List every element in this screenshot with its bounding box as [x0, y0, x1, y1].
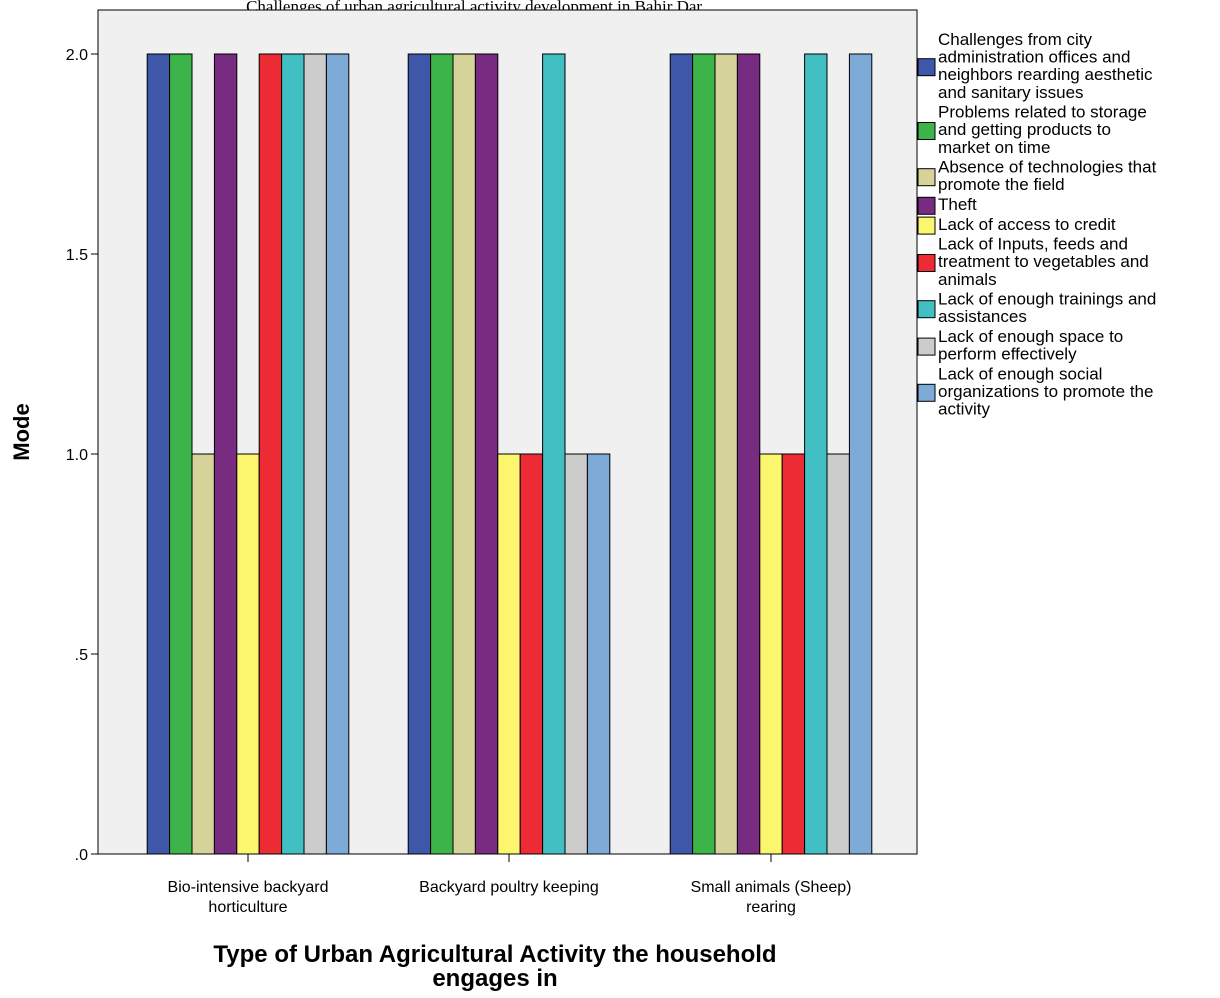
legend-swatch [917, 58, 936, 77]
bar [714, 53, 738, 855]
bar [586, 453, 611, 855]
x-tick-label: Small animals (Sheep) rearing [691, 879, 852, 916]
legend: Challenges from city administration offic… [917, 30, 1157, 419]
legend-item: Lack of enough social organizations to pr… [917, 364, 1153, 419]
bar [191, 453, 215, 855]
legend-label: Problems related to storage and getting p… [938, 103, 1147, 157]
legend-label: Challenges from city administration offic… [938, 30, 1153, 102]
y-tick-label: 2.0 [66, 47, 88, 64]
bar [669, 53, 694, 855]
bar [497, 453, 521, 855]
bar [213, 53, 238, 855]
legend-swatch [917, 216, 936, 235]
bar [848, 53, 873, 855]
bar [407, 53, 432, 855]
bar [519, 453, 544, 855]
legend-item: Lack of enough space to perform effective… [917, 327, 1123, 364]
bar [474, 53, 499, 855]
x-axis-title: Type of Urban Agricultural Activity the … [213, 941, 776, 992]
legend-item: Problems related to storage and getting p… [917, 103, 1147, 157]
bar [430, 53, 454, 855]
bar [692, 53, 716, 855]
y-axis: .0 .5 1.0 1.5 2.0 [66, 47, 98, 864]
bar [826, 453, 850, 855]
legend-swatch [917, 383, 936, 402]
bar [303, 53, 327, 855]
legend-item: Absence of technologies that promote the … [917, 158, 1157, 195]
legend-item: Theft [917, 195, 977, 215]
x-tick-label: Bio-intensive backyard horticulture [168, 879, 329, 916]
bar [325, 53, 350, 855]
bar [236, 453, 260, 855]
legend-label: Lack of enough space to perform effective… [938, 327, 1123, 364]
legend-swatch [917, 254, 936, 272]
bar [736, 53, 761, 855]
legend-label: Absence of technologies that promote the … [938, 158, 1157, 195]
bar [804, 53, 828, 855]
bar [281, 53, 305, 855]
legend-item: Lack of access to credit [917, 215, 1116, 235]
bar [564, 453, 588, 855]
legend-label: Lack of access to credit [938, 215, 1116, 234]
bar [542, 53, 566, 855]
legend-label: Lack of enough trainings and assistances [938, 290, 1156, 327]
bar [781, 453, 806, 855]
legend-swatch [917, 196, 936, 215]
y-tick-label: .5 [75, 647, 88, 664]
legend-label: Lack of Inputs, feeds and treatment to ve… [938, 235, 1149, 289]
bar [452, 53, 476, 855]
legend-swatch [917, 337, 936, 356]
x-axis: Bio-intensive backyard horticulture Backya… [168, 854, 852, 916]
legend-swatch [917, 122, 936, 140]
legend-label: Lack of enough social organizations to pr… [938, 364, 1153, 418]
bar [759, 453, 783, 855]
legend-item: Lack of Inputs, feeds and treatment to ve… [917, 235, 1149, 289]
legend-item: Challenges from city administration offic… [917, 30, 1153, 102]
bar [146, 53, 171, 855]
y-tick-label: 1.5 [66, 247, 88, 264]
y-axis-title: Mode [9, 403, 34, 460]
legend-item: Lack of enough trainings and assistances [917, 290, 1156, 327]
legend-swatch [917, 300, 936, 319]
y-tick-label: .0 [75, 847, 88, 864]
legend-label: Theft [938, 195, 977, 214]
legend-swatch [917, 168, 936, 187]
x-tick-label: Backyard poultry keeping [419, 879, 599, 896]
y-tick-label: 1.0 [66, 447, 88, 464]
bar [258, 53, 283, 855]
bar [169, 53, 193, 855]
bars [146, 53, 873, 855]
